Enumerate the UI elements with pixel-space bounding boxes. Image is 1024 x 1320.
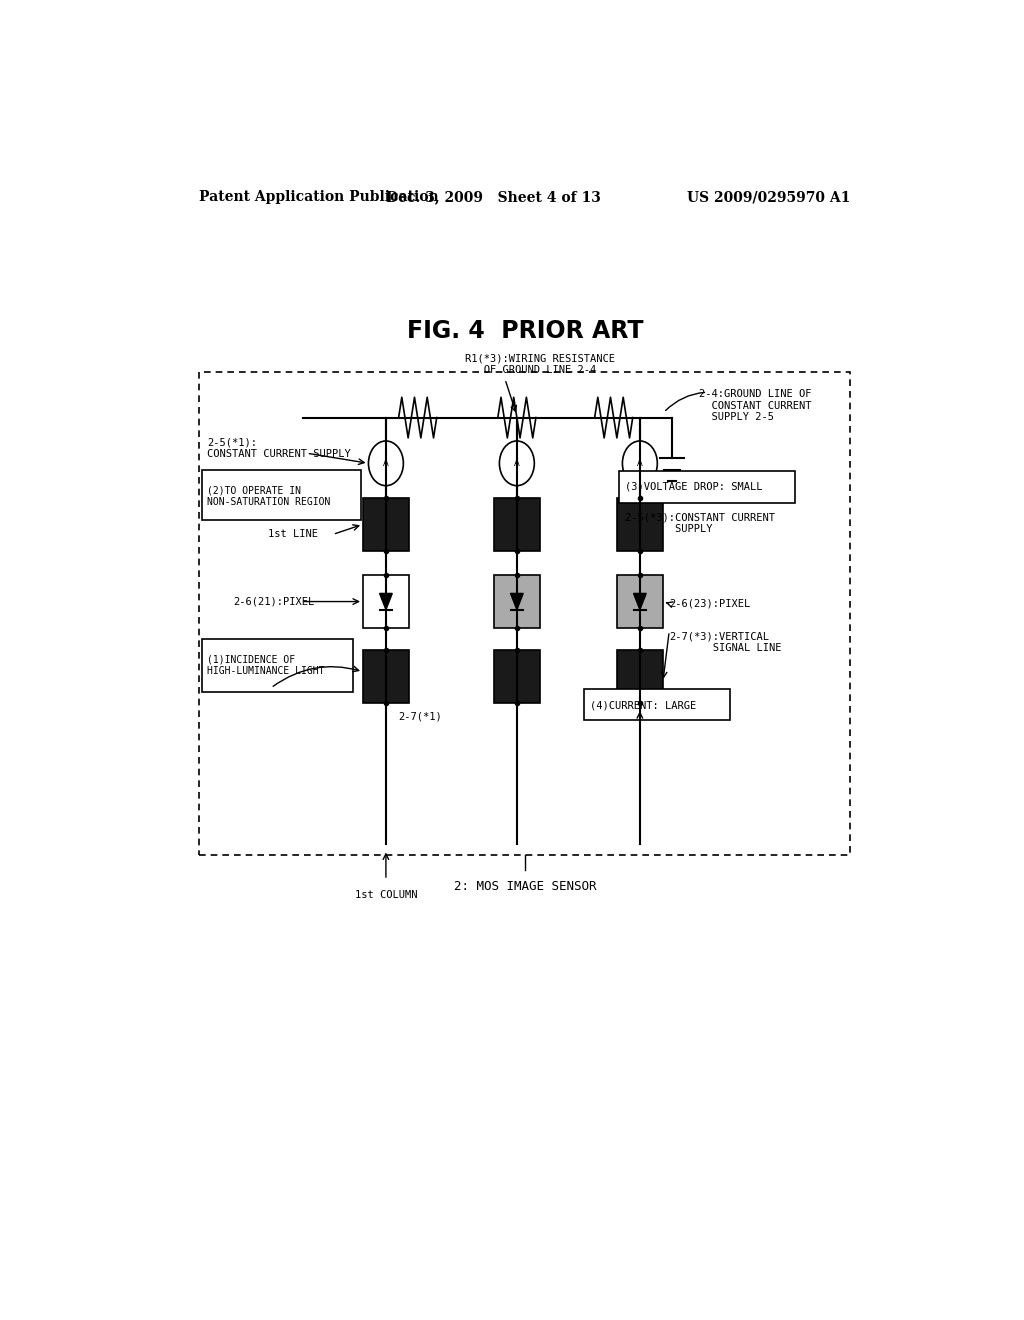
Polygon shape bbox=[634, 594, 646, 610]
Bar bbox=[494, 498, 540, 550]
FancyBboxPatch shape bbox=[202, 639, 353, 692]
Bar bbox=[200, 372, 850, 854]
Text: 2-5(*1):
CONSTANT CURRENT SUPPLY: 2-5(*1): CONSTANT CURRENT SUPPLY bbox=[207, 437, 351, 459]
Text: 2-7(*3):VERTICAL
       SIGNAL LINE: 2-7(*3):VERTICAL SIGNAL LINE bbox=[670, 631, 781, 652]
Polygon shape bbox=[511, 594, 523, 610]
Bar bbox=[362, 576, 409, 628]
Text: FIG. 4  PRIOR ART: FIG. 4 PRIOR ART bbox=[407, 319, 643, 343]
Bar bbox=[494, 651, 540, 704]
Bar bbox=[362, 651, 409, 704]
Text: (1)INCIDENCE OF
HIGH-LUMINANCE LIGHT: (1)INCIDENCE OF HIGH-LUMINANCE LIGHT bbox=[207, 655, 325, 676]
Text: 1st LINE: 1st LINE bbox=[268, 529, 318, 540]
Text: US 2009/0295970 A1: US 2009/0295970 A1 bbox=[687, 190, 850, 205]
Bar bbox=[362, 498, 409, 550]
Bar bbox=[616, 498, 663, 550]
Text: 2-6(21):PIXEL: 2-6(21):PIXEL bbox=[233, 597, 314, 607]
Text: Dec. 3, 2009   Sheet 4 of 13: Dec. 3, 2009 Sheet 4 of 13 bbox=[386, 190, 600, 205]
Text: 2-4:GROUND LINE OF
  CONSTANT CURRENT
  SUPPLY 2-5: 2-4:GROUND LINE OF CONSTANT CURRENT SUPP… bbox=[699, 389, 812, 422]
Polygon shape bbox=[380, 594, 392, 610]
FancyBboxPatch shape bbox=[620, 471, 795, 503]
FancyBboxPatch shape bbox=[202, 470, 361, 520]
Text: 2-7(*1): 2-7(*1) bbox=[397, 711, 441, 721]
Text: (2)TO OPERATE IN
NON-SATURATION REGION: (2)TO OPERATE IN NON-SATURATION REGION bbox=[207, 484, 331, 507]
Bar bbox=[616, 576, 663, 628]
Text: (4)CURRENT: LARGE: (4)CURRENT: LARGE bbox=[590, 700, 696, 710]
Text: A: A bbox=[637, 459, 643, 467]
Text: 2: MOS IMAGE SENSOR: 2: MOS IMAGE SENSOR bbox=[454, 880, 596, 894]
Text: A: A bbox=[383, 459, 389, 467]
Bar bbox=[494, 576, 540, 628]
Text: 1st COLUMN: 1st COLUMN bbox=[354, 890, 417, 900]
FancyBboxPatch shape bbox=[585, 689, 730, 721]
Text: 2-6(23):PIXEL: 2-6(23):PIXEL bbox=[670, 598, 751, 609]
Text: R1(*3):WIRING RESISTANCE
   OF GROUND LINE 2-4: R1(*3):WIRING RESISTANCE OF GROUND LINE … bbox=[465, 354, 615, 375]
Bar bbox=[616, 651, 663, 704]
Text: A: A bbox=[514, 459, 520, 467]
Text: (3)VOLTAGE DROP: SMALL: (3)VOLTAGE DROP: SMALL bbox=[625, 482, 762, 491]
Text: Patent Application Publication: Patent Application Publication bbox=[200, 190, 439, 205]
Text: 2-5(*3):CONSTANT CURRENT
        SUPPLY: 2-5(*3):CONSTANT CURRENT SUPPLY bbox=[625, 512, 775, 533]
